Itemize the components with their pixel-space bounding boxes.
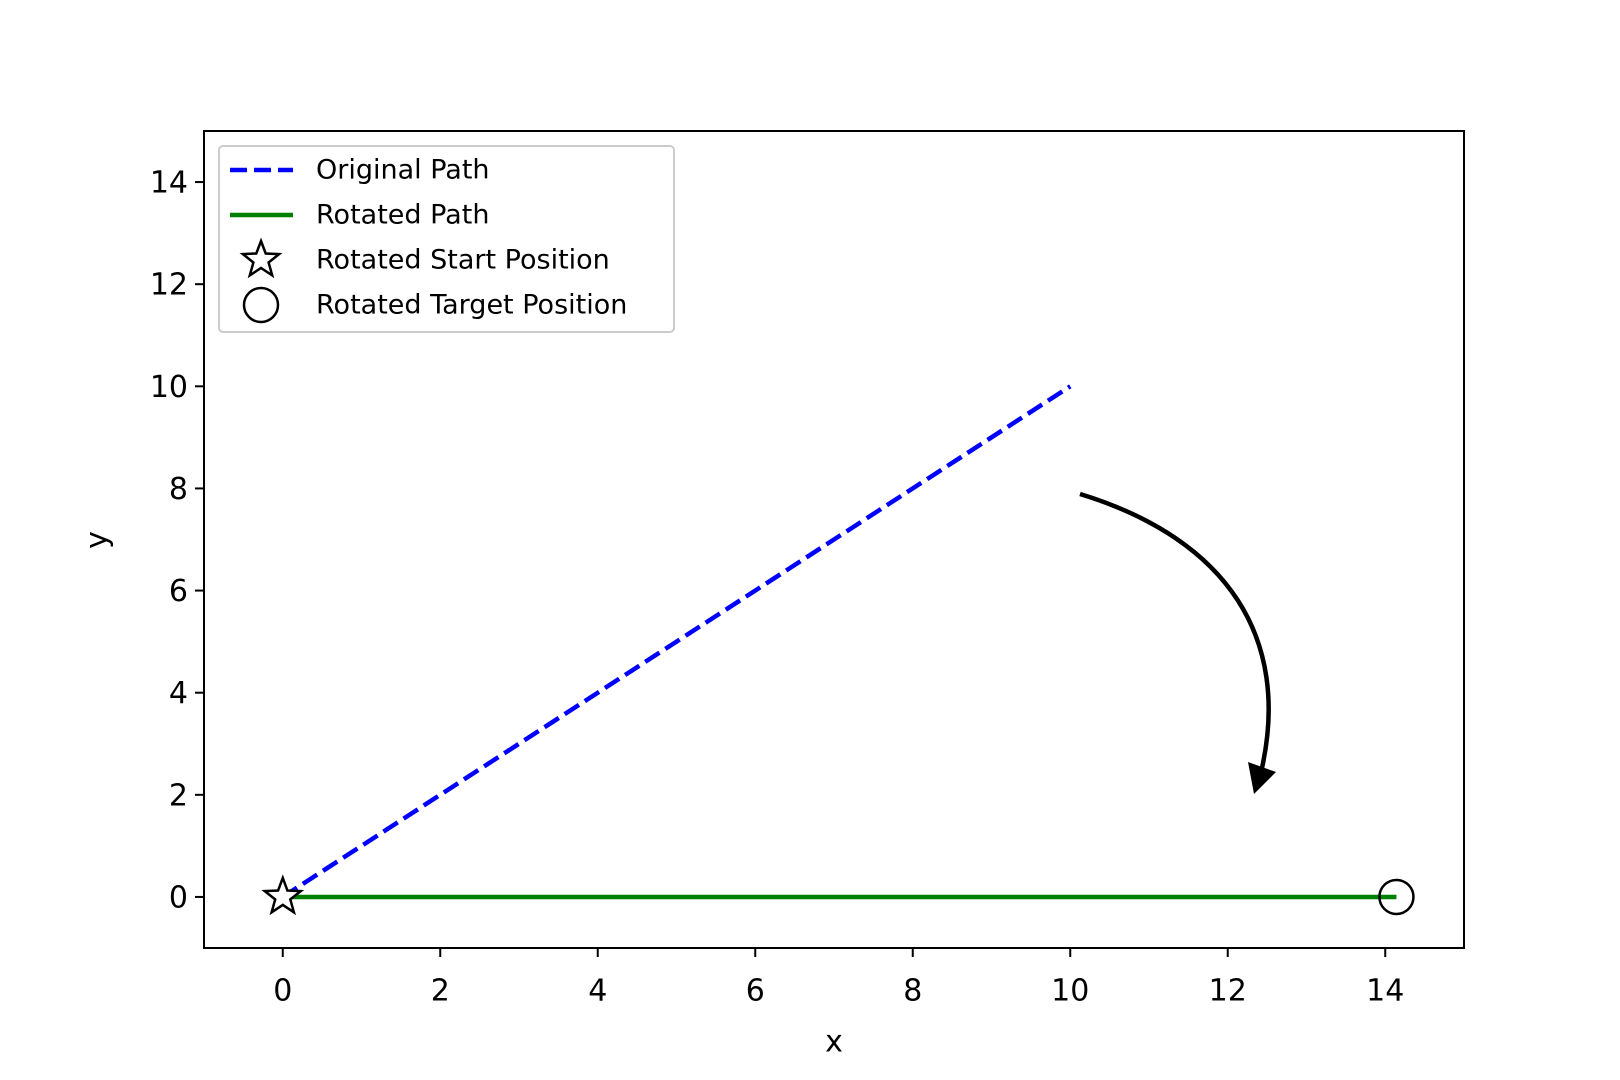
legend-label: Rotated Target Position bbox=[316, 290, 627, 321]
star-marker bbox=[239, 237, 283, 279]
x-tick-label: 8 bbox=[903, 974, 922, 1009]
circle-marker bbox=[1378, 878, 1415, 916]
y-tick-label: 2 bbox=[169, 778, 188, 813]
x-tick-label: 2 bbox=[431, 974, 450, 1009]
y-tick-label: 12 bbox=[150, 268, 188, 303]
x-tick-label: 12 bbox=[1209, 974, 1247, 1009]
x-axis-label: x bbox=[825, 1025, 843, 1060]
plot-frame bbox=[203, 130, 1465, 949]
series-line bbox=[281, 384, 1072, 899]
circle-marker bbox=[242, 286, 280, 324]
x-tick-label: 6 bbox=[746, 974, 765, 1009]
legend-label: Rotated Start Position bbox=[316, 245, 610, 276]
y-tick-label: 8 bbox=[169, 472, 188, 507]
y-tick-label: 4 bbox=[169, 676, 188, 711]
rotation-arrow-head bbox=[1248, 762, 1276, 794]
star-marker bbox=[261, 874, 305, 916]
y-axis-label: y bbox=[80, 531, 115, 549]
legend-label: Original Path bbox=[316, 155, 490, 186]
legend-label: Rotated Path bbox=[316, 200, 489, 231]
y-tick-label: 0 bbox=[169, 880, 188, 915]
x-tick-label: 10 bbox=[1051, 974, 1089, 1009]
rotation-arrow bbox=[1079, 491, 1271, 769]
x-tick-label: 14 bbox=[1366, 974, 1404, 1009]
y-tick-label: 10 bbox=[150, 370, 188, 405]
x-tick-label: 0 bbox=[273, 974, 292, 1009]
x-tick-label: 4 bbox=[588, 974, 607, 1009]
legend: Original Path Rotated Path Rotated Start P… bbox=[218, 145, 675, 333]
y-tick-label: 14 bbox=[150, 166, 188, 201]
legend-box bbox=[218, 145, 675, 333]
y-tick-label: 6 bbox=[169, 574, 188, 609]
